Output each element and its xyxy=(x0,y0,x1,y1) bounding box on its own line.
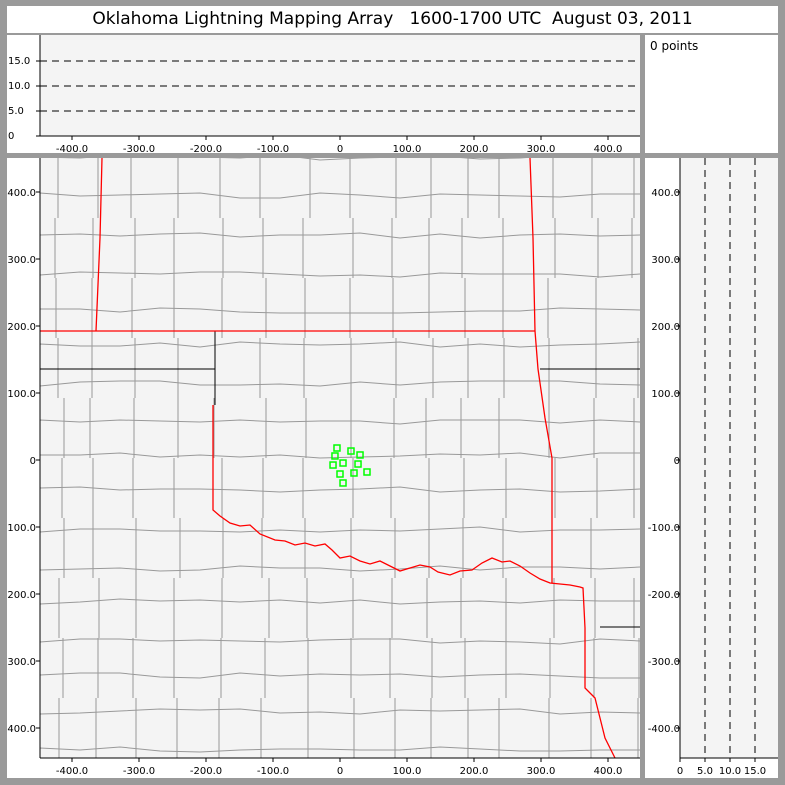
x-tick-label: -400.0 xyxy=(56,144,88,153)
y-tick-label: -300.0 xyxy=(7,657,36,668)
x-tick-label: 100.0 xyxy=(393,766,422,777)
lightning-source-marker xyxy=(356,451,364,459)
y-tick-label: -400.0 xyxy=(648,724,680,735)
x-tick-label: 10.0 xyxy=(719,766,741,777)
lightning-source-marker xyxy=(354,460,362,468)
lightning-source-marker xyxy=(347,447,355,455)
county-line xyxy=(40,708,640,715)
x-tick-label: -300.0 xyxy=(123,144,155,153)
x-tick-label: -100.0 xyxy=(257,766,289,777)
x-tick-label: -300.0 xyxy=(123,766,155,777)
y-tick-label: -400.0 xyxy=(7,724,36,735)
x-tick-label: 15.0 xyxy=(744,766,766,777)
y-tick-label: -100.0 xyxy=(7,523,36,534)
y-tick-label: 400.0 xyxy=(651,188,680,199)
y-tick-label: 300.0 xyxy=(7,255,36,266)
lightning-source-marker xyxy=(329,461,337,469)
y-tick-label: -300.0 xyxy=(648,657,680,668)
y-tick-label: -200.0 xyxy=(7,590,36,601)
x-tick-label: -200.0 xyxy=(190,766,222,777)
y-tick-label: -200.0 xyxy=(648,590,680,601)
x-tick-label: -200.0 xyxy=(190,144,222,153)
y-tick-label: 300.0 xyxy=(651,255,680,266)
y-tick-label: 100.0 xyxy=(7,389,36,400)
county-line xyxy=(40,419,640,425)
lightning-source-marker xyxy=(331,452,339,460)
county-line xyxy=(40,192,640,199)
y-tick-label: -100.0 xyxy=(648,523,680,534)
lightning-source-marker xyxy=(363,468,371,476)
state-boundaries-black xyxy=(40,331,640,628)
x-tick-label: -400.0 xyxy=(56,766,88,777)
x-tick-label: 400.0 xyxy=(594,144,623,153)
altitude-vs-x-panel: -400.0 -300.0 -200.0 -100.0 0 100.0 200.0 300.0… xyxy=(7,35,640,153)
y-tick-label: 15.0 xyxy=(8,56,30,67)
county-line xyxy=(40,486,640,493)
county-line xyxy=(40,380,640,387)
lightning-source-marker xyxy=(333,444,341,452)
x-tick-label: 200.0 xyxy=(460,144,489,153)
y-tick-label: 0 xyxy=(8,131,14,142)
county-boundaries xyxy=(40,158,640,758)
x-tick-label: 100.0 xyxy=(393,144,422,153)
y-tick-label: 400.0 xyxy=(7,188,36,199)
state-boundaries-red xyxy=(40,158,616,758)
county-line xyxy=(40,526,640,533)
county-line xyxy=(40,565,640,572)
lightning-source-marker xyxy=(339,479,347,487)
x-tick-label: 300.0 xyxy=(527,766,556,777)
county-line xyxy=(40,452,640,459)
point-count: 0 points xyxy=(650,39,699,53)
y-tick-label: 10.0 xyxy=(8,81,30,92)
county-line xyxy=(40,598,640,605)
lightning-source-marker xyxy=(350,469,358,477)
county-line xyxy=(40,672,640,679)
lightning-source-markers xyxy=(329,444,371,487)
plan-view-map-panel[interactable]: -400.0 -300.0 -200.0 -100.0 0 100.0 200.0 300.0… xyxy=(7,158,640,778)
y-tick-label: 200.0 xyxy=(651,322,680,333)
altitude-vs-y-panel: 0 5.0 10.0 15.0 400.0 300.0 200.0 100.0 0 -100.0 -… xyxy=(645,158,778,778)
county-line xyxy=(40,158,527,161)
county-line xyxy=(40,307,640,314)
x-tick-label: 0 xyxy=(337,144,343,153)
county-line xyxy=(40,746,640,753)
y-tick-label: 5.0 xyxy=(8,106,24,117)
x-tick-label: 5.0 xyxy=(697,766,713,777)
county-line xyxy=(40,341,640,348)
x-tick-label: 300.0 xyxy=(527,144,556,153)
lightning-source-marker xyxy=(336,470,344,478)
y-tick-label: 200.0 xyxy=(7,322,36,333)
y-tick-label: 0 xyxy=(674,456,680,467)
x-tick-label: 0 xyxy=(337,766,343,777)
lightning-source-marker xyxy=(339,459,347,467)
info-panel: 0 points xyxy=(645,35,778,153)
x-tick-label: -100.0 xyxy=(257,144,289,153)
chart-title: Oklahoma Lightning Mapping Array 1600-17… xyxy=(7,6,778,33)
county-line xyxy=(40,271,640,278)
x-tick-label: 0 xyxy=(677,766,683,777)
x-tick-label: 400.0 xyxy=(594,766,623,777)
county-line xyxy=(40,638,640,645)
y-tick-label: 0 xyxy=(30,456,36,467)
x-tick-label: 200.0 xyxy=(460,766,489,777)
y-tick-label: 100.0 xyxy=(651,389,680,400)
